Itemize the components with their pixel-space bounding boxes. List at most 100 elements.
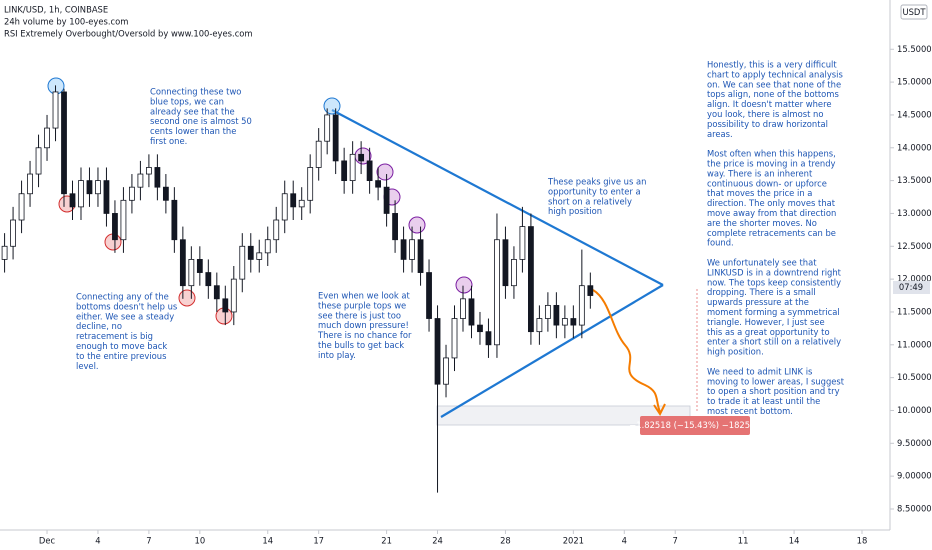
candle-body: [485, 331, 492, 346]
annotation-line: enough to move back: [76, 341, 167, 351]
x-tick-label: 14: [789, 536, 800, 546]
y-tick-label: 9.00000: [897, 471, 932, 481]
candle-body: [349, 153, 356, 182]
annotation-line: cents lower than the: [150, 126, 236, 136]
y-tick-label: 8.50000: [897, 503, 932, 513]
commentary-line: on. We can see that none of the: [707, 79, 841, 89]
candle-body: [536, 318, 543, 333]
currency-button[interactable]: [900, 4, 928, 20]
candle-body: [358, 153, 365, 162]
candle-body: [35, 147, 42, 175]
candle-body: [519, 226, 526, 260]
candle-body: [477, 324, 483, 333]
y-tick-label: 11.00000: [897, 339, 932, 349]
candle-body: [434, 318, 441, 385]
candle-body: [137, 173, 144, 188]
y-tick-label: 15.00000: [897, 77, 932, 87]
candle-body: [256, 252, 263, 260]
candle-body: [578, 285, 585, 326]
candle-body: [95, 180, 101, 195]
annotation-line: the bulls to get back: [318, 340, 404, 350]
commentary-line: direction. The only moves that: [707, 198, 836, 208]
y-tick-label: 15.50000: [897, 44, 932, 54]
candle-body: [468, 298, 475, 326]
annotation-line: retracement is big: [76, 331, 153, 341]
x-tick-label: 14: [262, 536, 273, 546]
candle-body: [570, 318, 577, 326]
candle-body: [213, 285, 220, 300]
time-label: 07:49: [899, 282, 923, 292]
candle-body: [392, 213, 398, 241]
candle-body: [247, 245, 254, 260]
candle-body: [1, 245, 8, 260]
commentary-line: LINKUSD is in a downtrend right: [707, 267, 842, 277]
commentary-line: the price is moving in a trendy: [707, 159, 836, 169]
commentary-line: Most often when this happens,: [707, 149, 836, 159]
y-tick-label: 12.50000: [897, 241, 932, 251]
candle-body: [69, 193, 76, 208]
projection-path: [592, 289, 661, 413]
commentary-line: to open a short position and try: [707, 386, 840, 396]
candle-body: [528, 226, 534, 333]
candle-body: [52, 91, 59, 129]
triangle-lower: [440, 284, 664, 418]
drawings: [331, 109, 698, 426]
measure-badge: [640, 416, 750, 435]
x-tick-label: 7: [146, 536, 151, 546]
candle-body: [171, 199, 178, 241]
candle-body: [307, 167, 314, 201]
candle-body: [188, 259, 195, 287]
candle-body: [460, 298, 466, 319]
annotation-line: high position: [548, 206, 602, 216]
candle-body: [298, 199, 305, 208]
commentary-line: complete retracements can be: [707, 228, 836, 238]
candle-body: [78, 180, 84, 208]
commentary-line: We unfortunately see that: [707, 258, 817, 268]
annotation-line: already see that the: [150, 106, 235, 116]
indicator-label: 24h volume by 100-eyes.com: [4, 17, 128, 27]
commentary-line: moment forming a symmetrical: [707, 307, 840, 317]
candle-body: [27, 173, 33, 195]
currency-label[interactable]: USDT: [902, 7, 926, 17]
projection-arrow: [653, 403, 666, 416]
annotation-line: short on a relatively: [548, 196, 632, 206]
x-tick-label: 7: [673, 536, 678, 546]
commentary-line: most recent bottom.: [707, 406, 793, 416]
candle-body: [61, 91, 67, 195]
candle-body: [315, 140, 322, 168]
commentary-line: chart to apply technical analysis: [707, 69, 843, 79]
annotation-line: Connecting these two: [150, 87, 241, 97]
x-tick-label: 4: [95, 536, 100, 546]
annotation-line: into play.: [318, 350, 356, 360]
candle-body: [290, 193, 297, 208]
candle-body: [103, 180, 110, 214]
measure-box: [436, 405, 691, 426]
candle-body: [375, 180, 382, 188]
candle-body: [44, 127, 50, 149]
candle-body: [511, 259, 517, 287]
annotation-line: second one is almost 50: [150, 116, 252, 126]
annotation-line: There is no chance for: [317, 330, 412, 340]
annotation-line: blue tops, we can: [150, 96, 224, 106]
y-tick-label: 11.50000: [897, 306, 932, 316]
x-tick-label: 21: [381, 536, 392, 546]
annotation-line: see there is just too: [318, 310, 401, 320]
candle-body: [502, 239, 509, 287]
marker-circle: [408, 216, 426, 234]
candle-body: [561, 318, 568, 326]
candle-body: [18, 193, 25, 221]
candle-body: [383, 186, 390, 214]
annotation-line: level.: [76, 361, 99, 371]
commentary-line: now. The tops keep consistently: [707, 277, 841, 287]
commentary-line: you look, there is almost no: [707, 109, 823, 119]
annotation-line: Connecting any of the: [76, 292, 169, 302]
x-tick-label: 17: [313, 536, 324, 546]
marker-circle: [178, 289, 196, 307]
candle-body: [86, 180, 93, 195]
candle-body: [230, 278, 237, 313]
x-tick-label: 2021: [563, 536, 584, 546]
commentary-line: to trade it at least until the: [707, 396, 820, 406]
y-tick-label: 14.00000: [897, 142, 932, 152]
